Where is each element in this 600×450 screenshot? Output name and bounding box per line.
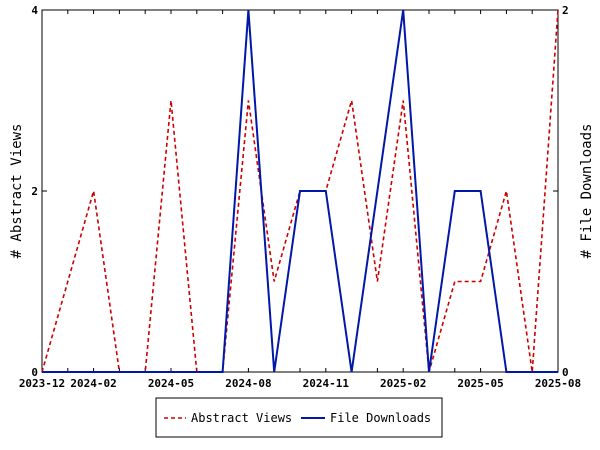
y2-tick-label: 0 (562, 366, 569, 379)
x-tick-label: 2024-05 (148, 377, 194, 390)
x-tick-label: 2024-08 (225, 377, 271, 390)
y-axis-title: # Abstract Views (9, 124, 25, 259)
x-tick-label: 2025-05 (457, 377, 503, 390)
y-tick-label: 2 (31, 185, 38, 198)
y2-axis-title: # File Downloads (579, 124, 595, 259)
y2-axis-ticks: 02 (553, 4, 569, 379)
x-tick-label: 2023-12 (19, 377, 65, 390)
legend-label-abstract-views: Abstract Views (191, 411, 292, 425)
x-tick-label: 2025-02 (380, 377, 426, 390)
legend: Abstract Views File Downloads (155, 397, 443, 438)
legend-box (155, 397, 443, 438)
y-axis-ticks: 0 2 4 (31, 4, 47, 379)
x-axis-ticks: 2023-12 2024-02 2024-05 2024-08 2024-11 2025-… (19, 10, 581, 390)
legend-label-file-downloads: File Downloads (330, 411, 431, 425)
series-line-file-downloads (42, 9, 558, 373)
x-tick-label: 2024-02 (70, 377, 116, 390)
series-layer (41, 9, 559, 373)
y2-tick-label: 2 (562, 4, 569, 17)
y-tick-label: 0 (31, 366, 38, 379)
x-tick-label: 2024-11 (303, 377, 350, 390)
y-tick-label: 4 (31, 4, 38, 17)
x-tick-label: 2025-08 (535, 377, 581, 390)
